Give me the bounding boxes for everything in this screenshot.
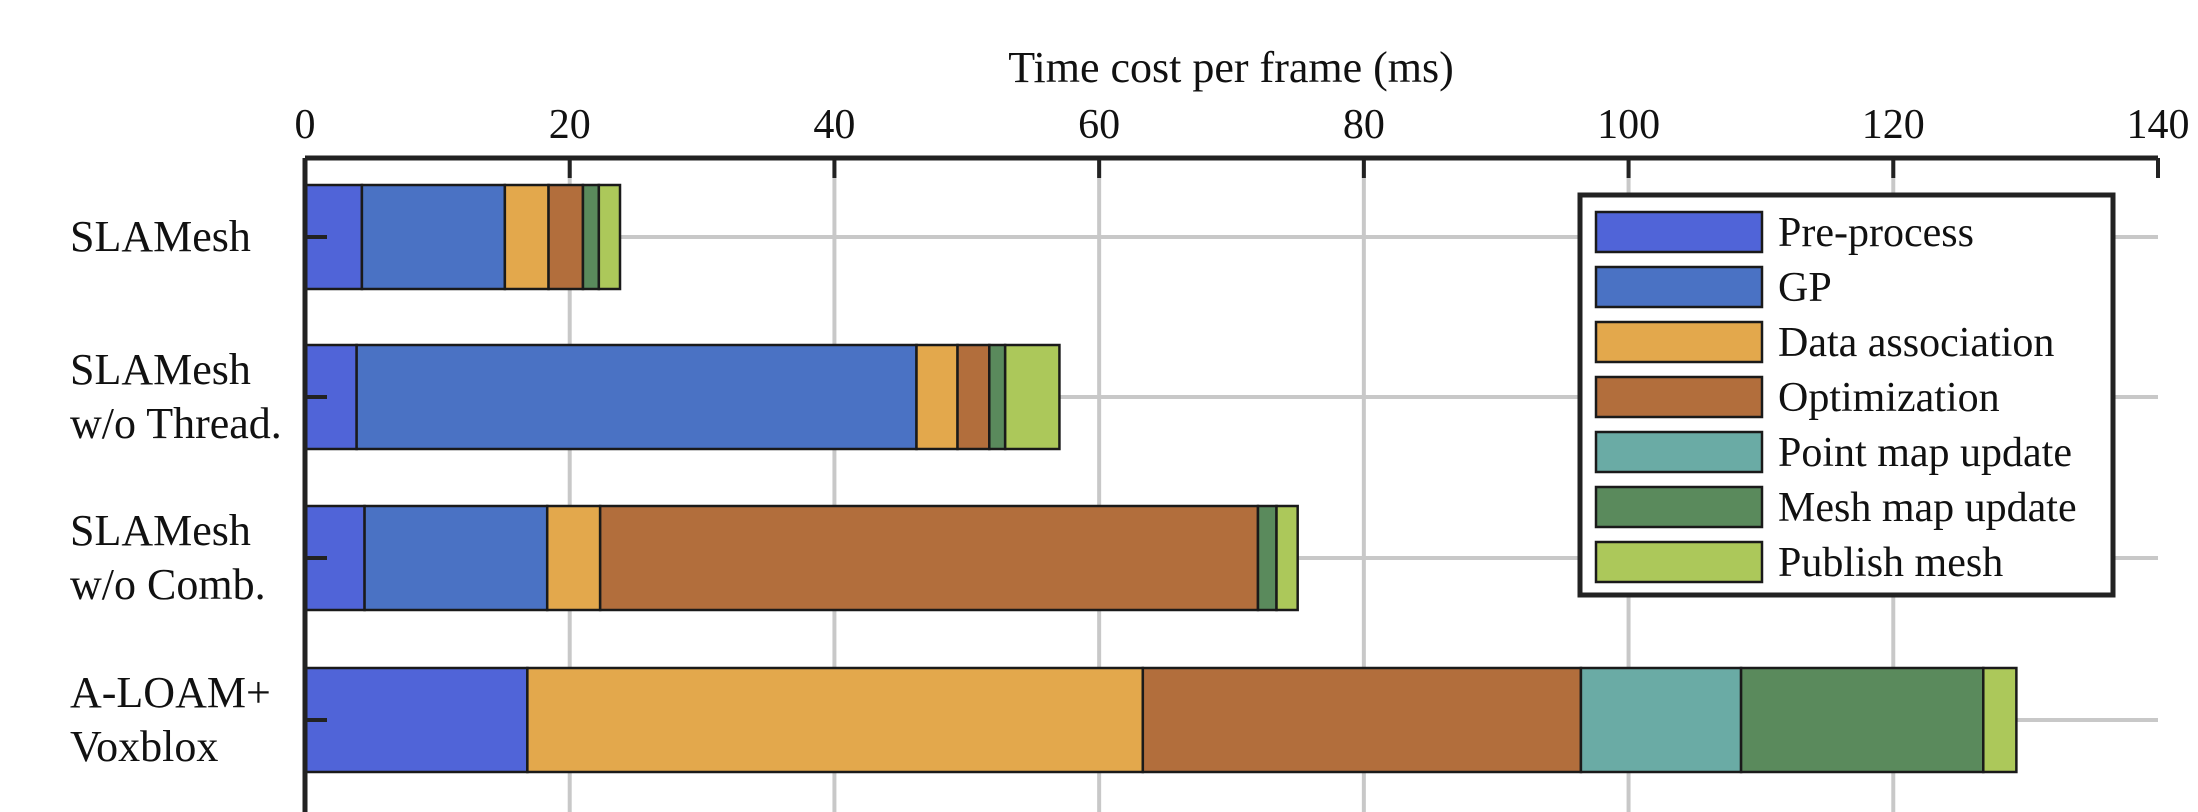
bar-segment — [988, 343, 1007, 451]
legend-swatch — [1594, 485, 1764, 529]
bar-segment — [1579, 666, 1743, 774]
legend-label: Point map update — [1778, 430, 2072, 476]
x-tick-label: 40 — [813, 102, 855, 148]
bar-segment — [526, 666, 1145, 774]
bar-segment — [303, 666, 529, 774]
x-tick-label: 120 — [1862, 102, 1925, 148]
bar-segment — [545, 504, 602, 612]
axes: SLAMesh SLAMesh w/o Thread. SLAMesh w/o Comb… — [70, 102, 2190, 812]
bar-segment — [1003, 343, 1061, 451]
bar-segment — [597, 183, 622, 291]
legend-swatch — [1594, 265, 1764, 309]
x-tick-label: 140 — [2127, 102, 2190, 148]
legend-swatch — [1594, 210, 1764, 254]
bar-segment — [956, 343, 991, 451]
legend-swatch — [1594, 430, 1764, 474]
bar-segment — [915, 343, 959, 451]
legend-label: Optimization — [1778, 375, 2000, 421]
category-label: SLAMesh — [70, 212, 251, 261]
x-tick-label: 60 — [1078, 102, 1120, 148]
x-tick-label: 0 — [295, 102, 316, 148]
bar-segment — [360, 183, 507, 291]
bar-segment — [547, 183, 585, 291]
bar-segment — [581, 183, 601, 291]
bar-segment — [1256, 504, 1278, 612]
category-label: A-LOAM+ Voxblox — [70, 668, 271, 771]
legend-swatch — [1594, 540, 1764, 584]
x-tick-label: 80 — [1343, 102, 1385, 148]
category-label: SLAMesh w/o Comb. — [70, 506, 266, 609]
bar-segment — [363, 504, 549, 612]
bar-segment — [1141, 666, 1583, 774]
legend: Pre-process GP Data association Optimizatio… — [1577, 192, 2116, 598]
legend-label: Mesh map update — [1778, 485, 2077, 531]
bar-segment — [503, 183, 550, 291]
bar-segment — [355, 343, 918, 451]
legend-label: Data association — [1778, 320, 2054, 366]
bar-segment — [1275, 504, 1299, 612]
bar-segment — [1982, 666, 2018, 774]
legend-label: GP — [1778, 265, 1832, 311]
category-label: SLAMesh w/o Thread. — [70, 345, 282, 448]
bars — [303, 183, 2018, 774]
legend-swatch — [1594, 320, 1764, 364]
legend-swatch — [1594, 375, 1764, 419]
bar-segment — [598, 504, 1260, 612]
bar-segment — [1739, 666, 1985, 774]
legend-label: Publish mesh — [1778, 540, 2003, 586]
x-tick-label: 100 — [1597, 102, 1660, 148]
x-axis-title: Time cost per frame (ms) — [1008, 43, 1454, 92]
legend-label: Pre-process — [1778, 210, 1974, 256]
x-tick-label: 20 — [549, 102, 591, 148]
